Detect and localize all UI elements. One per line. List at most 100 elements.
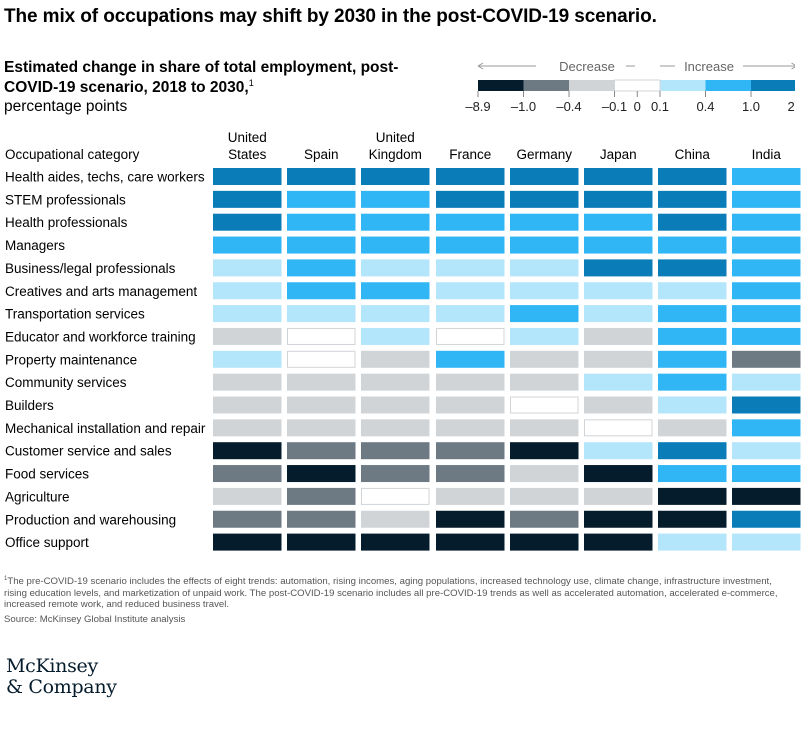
heatmap-cell (510, 259, 579, 277)
heatmap-cell (584, 259, 653, 277)
heatmap-cell (361, 373, 430, 391)
heatmap-cell (213, 350, 282, 368)
heatmap-cell (584, 236, 653, 254)
heatmap-cell (436, 419, 505, 437)
row-label: Health aides, techs, care workers (5, 170, 205, 185)
heatmap-cell (213, 373, 282, 391)
heatmap-cell (510, 419, 579, 437)
heatmap-cell (436, 510, 505, 528)
legend-tick-label: 0.4 (696, 99, 714, 114)
heatmap-cell (510, 213, 579, 231)
column-header: United (376, 130, 415, 145)
heatmap-cell (510, 396, 579, 414)
heatmap-cell (361, 419, 430, 437)
heatmap-cell (436, 373, 505, 391)
legend-tick-label: 0 (634, 99, 641, 114)
row-label: Food services (5, 467, 89, 482)
legend-bin-b3 (569, 80, 615, 91)
heatmap-cell (436, 282, 505, 300)
heatmap-cell (361, 259, 430, 277)
heatmap-cell (213, 190, 282, 208)
heatmap-cell (213, 259, 282, 277)
column-header: Germany (516, 147, 572, 162)
heatmap-cell (287, 327, 356, 345)
heatmap-cell (361, 305, 430, 323)
heatmap-cell (361, 327, 430, 345)
footnote-text: The pre-COVID-19 scenario includes the e… (4, 576, 778, 610)
heatmap-cell (584, 168, 653, 185)
column-header: Japan (600, 147, 637, 162)
heatmap-cell (658, 533, 727, 551)
heatmap-cell (658, 282, 727, 300)
heatmap-cell (213, 510, 282, 528)
logo-line-2: & Company (6, 676, 117, 698)
row-label: Creatives and arts management (5, 284, 197, 299)
heatmap-cell (287, 510, 356, 528)
heatmap-cell (510, 350, 579, 368)
heatmap-cell (658, 442, 727, 460)
source-note: Source: McKinsey Global Institute analys… (4, 614, 186, 625)
heatmap-cell (658, 419, 727, 437)
legend-tick-label: –0.1 (602, 99, 627, 114)
row-label: Community services (5, 375, 127, 390)
legend-tick-label: 2.7 (787, 99, 795, 114)
legend-bin-b6 (705, 80, 751, 91)
heatmap-cell (287, 396, 356, 414)
column-header: India (752, 147, 782, 162)
heatmap-cell (361, 236, 430, 254)
heatmap-cell (732, 396, 801, 414)
heatmap-chart: Occupational category United States Spain Un… (5, 130, 801, 551)
chart-title: The mix of occupations may shift by 2030… (4, 6, 657, 27)
legend-tick-label: –0.4 (556, 99, 581, 114)
heatmap-cell (287, 419, 356, 437)
heatmap-cell (213, 327, 282, 345)
heatmap-cell (436, 396, 505, 414)
mckinsey-logo: McKinsey & Company (6, 656, 117, 698)
heatmap-cell (658, 236, 727, 254)
legend-increase-arrow-head (791, 62, 795, 70)
heatmap-cell (213, 236, 282, 254)
heatmap-cell (658, 510, 727, 528)
heatmap-cell (361, 168, 430, 185)
heatmap-cell (213, 168, 282, 185)
heatmap-cell (436, 236, 505, 254)
color-legend: Decrease Increase –8.9 –1.0 –0.4 –0.1 0 0.1 0.4 1… (465, 59, 795, 114)
heatmap-cell (361, 442, 430, 460)
footnote-number: 1 (4, 575, 8, 582)
legend-bin-b1 (478, 80, 524, 91)
heatmap-cell (584, 213, 653, 231)
heatmap-cell (213, 282, 282, 300)
heatmap-cell (584, 327, 653, 345)
heatmap-cell (510, 373, 579, 391)
heatmap-cell (361, 487, 430, 505)
heatmap-cell (732, 419, 801, 437)
heatmap-cell (436, 350, 505, 368)
row-header: Occupational category (5, 147, 140, 162)
heatmap-cell (361, 396, 430, 414)
heatmap-cell (213, 305, 282, 323)
legend-increase-label: Increase (684, 59, 734, 74)
heatmap-cell (658, 350, 727, 368)
heatmap-cell (510, 168, 579, 185)
heatmap-cell (584, 282, 653, 300)
row-label: Business/legal professionals (5, 261, 176, 276)
footnote: 1The pre-COVID-19 scenario includes the … (4, 576, 794, 611)
heatmap-cell (732, 487, 801, 505)
heatmap-cell (584, 510, 653, 528)
heatmap-cell (658, 168, 727, 185)
heatmap-cell (287, 533, 356, 551)
heatmap-cell (361, 510, 430, 528)
heatmap-cell (213, 396, 282, 414)
row-label: Production and warehousing (5, 512, 176, 527)
heatmap-cell (658, 259, 727, 277)
column-header: China (675, 147, 711, 162)
heatmap-cell (584, 305, 653, 323)
heatmap-cell (213, 442, 282, 460)
heatmap-cell (584, 533, 653, 551)
legend-tick-label: –1.0 (511, 99, 536, 114)
row-label: Office support (5, 535, 89, 550)
heatmap-cell (287, 487, 356, 505)
heatmap-cell (287, 213, 356, 231)
heatmap-cell (584, 190, 653, 208)
heatmap-cell (436, 168, 505, 185)
